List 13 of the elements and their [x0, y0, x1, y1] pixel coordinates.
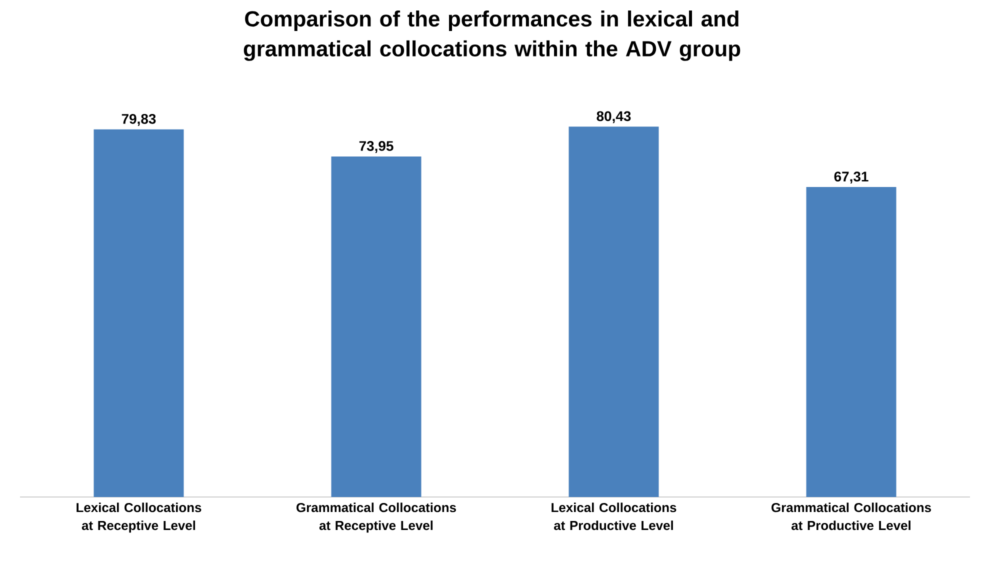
bar — [94, 129, 184, 497]
x-tick-label: Lexical Collocations at Productive Level — [552, 502, 676, 530]
data-label: 80,43 — [596, 111, 631, 124]
data-label: 67,31 — [834, 172, 868, 184]
bar — [806, 187, 896, 497]
chart-title: Comparison of the performances in lexical and grammatical collocations within the ADV group — [244, 10, 740, 61]
bar — [331, 156, 422, 497]
x-tick-label: Lexical Collocations at Receptive Level — [76, 502, 202, 533]
bar — [568, 126, 659, 497]
data-label: 79,83 — [122, 114, 156, 126]
x-tick-label: Grammatical Collocations at Productive Level — [772, 502, 931, 530]
data-label: 73,95 — [359, 141, 394, 153]
x-tick-label: Grammatical Collocations at Receptive Level — [296, 502, 456, 533]
